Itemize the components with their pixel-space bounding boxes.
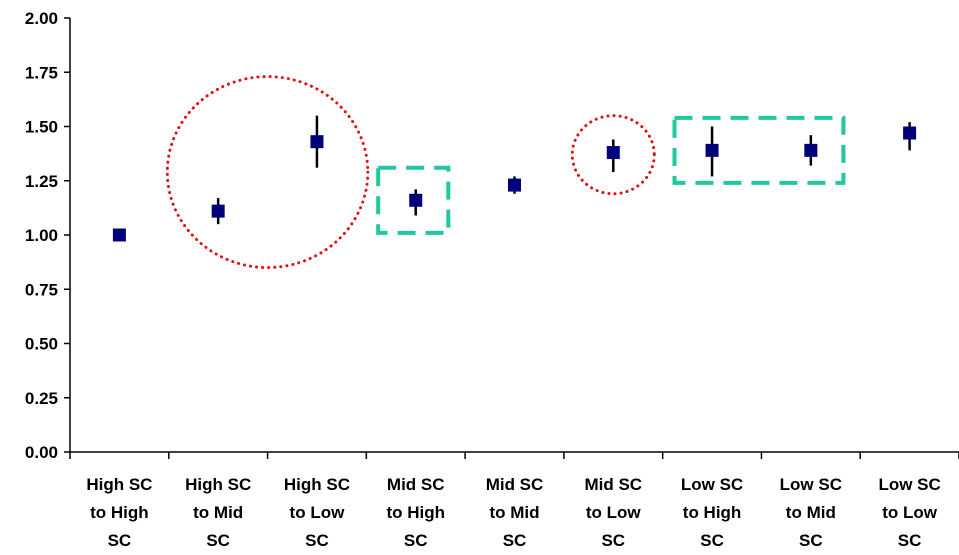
x-tick-label: Mid SC to High SC: [386, 475, 445, 550]
y-tick-label: 0.75: [25, 280, 58, 299]
x-tick-label: Mid SC to Low SC: [584, 475, 642, 550]
axes-layer: [64, 17, 959, 459]
y-tick-label: 1.00: [25, 226, 58, 245]
x-tick-label: Low SC to Mid SC: [780, 475, 842, 550]
ticklabels-layer: 0.00 0.25 0.50 0.75 1.00 1.25 1.50 1.75 2.00 High…: [25, 9, 941, 550]
annotations-layer: [165, 75, 846, 270]
x-tick-label: High SC to Low SC: [284, 475, 350, 550]
dashed-rect-annotation: [672, 115, 846, 185]
data-point-marker: [606, 146, 620, 160]
data-point-marker: [705, 143, 719, 157]
x-tick-label: Mid SC to Mid SC: [486, 475, 544, 550]
dotted-circle-annotation: [165, 75, 370, 270]
data-point-marker: [409, 193, 423, 207]
data-point-marker: [903, 126, 917, 140]
data-point-marker: [804, 143, 818, 157]
data-point-marker: [112, 228, 126, 242]
x-tick-label: Low SC to High SC: [681, 475, 743, 550]
x-tick-label: High SC to Mid SC: [185, 475, 251, 550]
errorbars-layer: [216, 115, 911, 225]
y-tick-label: 1.25: [25, 172, 58, 191]
dashed-rect-annotation: [376, 165, 451, 235]
x-tick-label: High SC to High SC: [86, 475, 152, 550]
data-point-marker: [211, 204, 225, 218]
x-tick-label: Low SC to Low SC: [878, 475, 940, 550]
markers-layer: [112, 126, 917, 242]
y-tick-label: 1.50: [25, 118, 58, 137]
y-tick-label: 0.50: [25, 335, 58, 354]
data-point-marker: [508, 178, 521, 192]
y-tick-label: 1.75: [25, 63, 58, 82]
y-tick-label: 0.25: [25, 389, 58, 408]
y-tick-label: 0.00: [25, 443, 58, 462]
data-point-marker: [310, 135, 324, 149]
y-tick-label: 2.00: [25, 9, 58, 28]
dotted-circle-annotation: [570, 114, 656, 196]
